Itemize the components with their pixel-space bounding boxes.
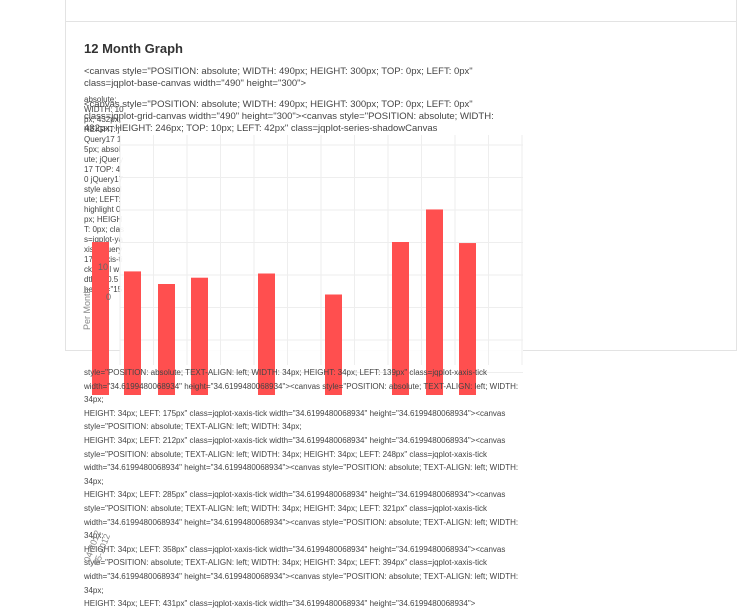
xaxis-tick-line: HEIGHT: 34px; LEFT: 285px" class=jqplot-… bbox=[84, 490, 506, 500]
xaxis-tick-line: HEIGHT: 34px; LEFT: 358px" class=jqplot-… bbox=[84, 544, 506, 554]
y-axis-label: Per Month bbox=[82, 288, 92, 330]
bar bbox=[459, 243, 476, 395]
xaxis-tick-line: width="34.6199480068934" height="34.6199… bbox=[84, 571, 519, 595]
bar bbox=[191, 277, 208, 395]
raw-canvas-text-1: <canvas style="POSITION: absolute; WIDTH… bbox=[84, 66, 473, 77]
panel-title: 12 Month Graph bbox=[84, 41, 183, 56]
chart-svg: 0 10 bbox=[92, 135, 523, 395]
bar bbox=[124, 271, 141, 395]
xaxis-tick-line: width="34.6199480068934" height="34.6199… bbox=[84, 517, 519, 541]
xaxis-tick-text: style="POSITION: absolute; TEXT-ALIGN: l… bbox=[84, 366, 524, 611]
raw-canvas-text-3: <canvas style="POSITION: absolute; WIDTH… bbox=[84, 99, 473, 110]
xaxis-tick-line: style="POSITION: absolute; TEXT-ALIGN: l… bbox=[84, 368, 519, 405]
bar bbox=[426, 209, 443, 395]
bar-chart: 0 10 bbox=[92, 135, 523, 395]
xaxis-tick-line: style="POSITION: absolute; TEXT-ALIGN: l… bbox=[84, 449, 487, 459]
raw-canvas-text-5: 432px; HEIGHT: 246px; TOP: 10px; LEFT: 4… bbox=[84, 123, 438, 134]
xaxis-tick-line: style="POSITION: absolute; TEXT-ALIGN: l… bbox=[84, 558, 487, 568]
raw-canvas-text-4: class=jqplot-grid-canvas width="490" hei… bbox=[84, 111, 494, 122]
bar bbox=[92, 242, 109, 395]
xaxis-tick-line: style="POSITION: absolute; TEXT-ALIGN: l… bbox=[84, 503, 487, 513]
xaxis-tick-line: HEIGHT: 34px; LEFT: 431px" class=jqplot-… bbox=[84, 599, 476, 609]
y-tick-label: 10 bbox=[98, 262, 108, 272]
bar bbox=[158, 284, 175, 395]
bar bbox=[258, 273, 275, 395]
panel-divider bbox=[65, 21, 736, 22]
xaxis-tick-line: HEIGHT: 34px; LEFT: 175px" class=jqplot-… bbox=[84, 408, 506, 432]
xaxis-tick-line: HEIGHT: 34px; LEFT: 212px" class=jqplot-… bbox=[84, 435, 506, 445]
xaxis-tick-line: width="34.6199480068934" height="34.6199… bbox=[84, 463, 519, 486]
y-tick-label: 0 bbox=[106, 292, 111, 302]
bar bbox=[392, 242, 409, 395]
bar bbox=[325, 294, 342, 395]
raw-canvas-text-2: class=jqplot-base-canvas width="490" hei… bbox=[84, 78, 307, 89]
